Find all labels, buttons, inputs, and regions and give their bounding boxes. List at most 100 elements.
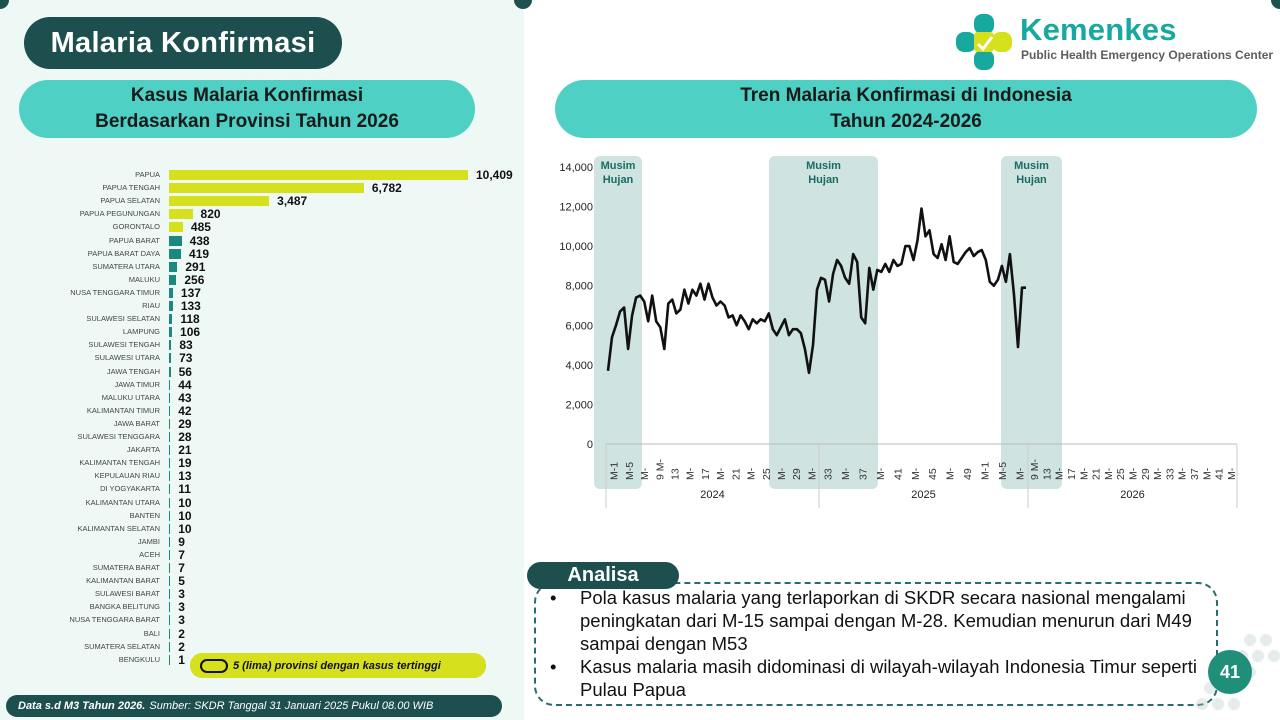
line-chart-title: Tren Malaria Konfirmasi di Indonesia Tah… xyxy=(555,80,1257,138)
province-value-label: 1 xyxy=(178,652,185,667)
province-bar xyxy=(169,353,172,364)
province-label: JAWA TIMUR xyxy=(114,379,160,389)
province-value-label: 10 xyxy=(178,521,192,536)
province-bar xyxy=(169,274,177,285)
province-value-label: 6,782 xyxy=(371,181,402,196)
province-value-label: 291 xyxy=(185,259,206,274)
province-label: PAPUA PEGUNUNGAN xyxy=(79,209,160,219)
province-bar xyxy=(169,248,182,259)
province-value-label: 44 xyxy=(178,377,192,392)
province-value-label: 7 xyxy=(178,561,185,575)
province-bar xyxy=(169,589,171,600)
province-value-label: 29 xyxy=(178,416,192,431)
province-label: KALIMANTAN BARAT xyxy=(86,576,160,586)
province-value-label: 13 xyxy=(178,469,192,484)
analisa-item-text: Kasus malaria masih didominasi di wilaya… xyxy=(580,656,1197,700)
y-tick-label: 12,000 xyxy=(559,202,593,214)
province-bar xyxy=(169,287,173,298)
province-label: NUSA TENGGARA TIMUR xyxy=(70,287,160,297)
province-value-label: 11 xyxy=(178,482,191,497)
province-label: BANGKA BELITUNG xyxy=(89,602,160,612)
kemenkes-logo: Kemenkes Public Health Emergency Operati… xyxy=(952,10,1274,74)
x-tick-label: M-1 xyxy=(609,462,621,480)
province-label: BENGKULU xyxy=(118,654,160,664)
y-tick-label: 8,000 xyxy=(565,281,593,293)
province-bar xyxy=(169,261,178,272)
province-value-label: 2 xyxy=(178,626,185,641)
year-label: 2025 xyxy=(911,489,935,501)
province-value-label: 43 xyxy=(178,390,192,405)
province-label: SULAWESI UTARA xyxy=(94,353,160,363)
province-label: PAPUA SELATAN xyxy=(100,196,160,206)
page-title: Malaria Konfirmasi xyxy=(24,17,342,69)
y-tick-label: 14,000 xyxy=(559,162,593,174)
bar-chart-title-line1: Kasus Malaria Konfirmasi xyxy=(130,85,364,106)
province-label: SULAWESI TENGGARA xyxy=(77,432,160,441)
province-label: SULAWESI SELATAN xyxy=(86,314,160,324)
bullet: • xyxy=(550,656,557,677)
province-bar xyxy=(169,576,171,587)
season-label: Musim xyxy=(601,160,636,172)
province-bar xyxy=(169,536,171,547)
province-value-label: 5 xyxy=(178,574,185,589)
x-tick-label: 41 xyxy=(1214,468,1226,480)
province-label: PAPUA xyxy=(135,170,160,179)
x-tick-label: 41 xyxy=(892,468,904,480)
x-tick-label: M- xyxy=(1128,467,1140,480)
province-bar xyxy=(169,549,171,560)
province-bar xyxy=(169,418,171,429)
province-bar xyxy=(169,445,171,456)
footer-data-note: Data s.d M3 Tahun 2026. xyxy=(18,700,146,712)
x-tick-label: M- xyxy=(1226,467,1238,480)
x-tick-label: M- xyxy=(1078,467,1090,480)
province-value-label: 419 xyxy=(189,246,210,261)
analisa-label: Analisa xyxy=(527,562,679,589)
province-value-label: 106 xyxy=(180,325,201,340)
province-bar xyxy=(169,327,173,338)
x-tick-label: 9 M- xyxy=(654,458,666,480)
page-number: 41 xyxy=(1208,650,1252,694)
province-value-label: 7 xyxy=(178,547,185,562)
province-bar xyxy=(169,432,171,442)
x-tick-label: M- xyxy=(1201,467,1213,480)
province-label: SUMATERA SELATAN xyxy=(84,641,160,651)
x-tick-label: M-5 xyxy=(997,462,1009,480)
x-tick-label: M- xyxy=(1014,467,1026,480)
province-label: SULAWESI BARAT xyxy=(94,589,160,599)
province-value-label: 73 xyxy=(179,351,193,366)
corner-decoration xyxy=(514,0,532,9)
season-label: Hujan xyxy=(1016,174,1047,186)
x-tick-label: M- xyxy=(776,467,788,480)
province-bar xyxy=(169,209,193,220)
highlight-note: 5 (lima) provinsi dengan kasus tertinggi xyxy=(190,653,486,678)
province-label: KALIMANTAN UTARA xyxy=(85,497,160,507)
province-label: LAMPUNG xyxy=(122,327,160,337)
kemenkes-logo-icon xyxy=(956,14,1012,70)
province-bar xyxy=(169,405,171,416)
logo-subtitle: Public Health Emergency Operations Cente… xyxy=(1021,48,1274,62)
x-tick-label: M- xyxy=(945,467,957,480)
season-band xyxy=(769,156,878,489)
province-value-label: 3 xyxy=(178,600,185,615)
province-bar xyxy=(169,183,364,194)
province-value-label: 485 xyxy=(190,220,211,235)
province-value-label: 10,409 xyxy=(476,168,513,182)
trend-line-chart: Musim Hujan Musim Hujan Musim Hujan 14,000 12,0… xyxy=(559,156,1238,508)
x-tick-label: M- xyxy=(715,467,727,480)
logo-name: Kemenkes xyxy=(1020,12,1177,47)
province-bar xyxy=(169,366,171,377)
line-chart-title-line1: Tren Malaria Konfirmasi di Indonesia xyxy=(740,85,1072,106)
province-bar-chart: PAPUA 10,409 PAPUA TENGAH 6,782 PAPUA SELATA… xyxy=(0,160,524,680)
province-value-label: 133 xyxy=(180,299,201,313)
province-value-label: 42 xyxy=(178,403,192,418)
season-band xyxy=(1001,156,1062,489)
bar-chart-title: Kasus Malaria Konfirmasi Berdasarkan Pro… xyxy=(19,80,475,138)
province-bar xyxy=(169,510,171,521)
province-label: JAWA TENGAH xyxy=(106,366,160,376)
province-value-label: 3 xyxy=(178,613,185,628)
x-tick-label: 17 xyxy=(700,468,712,480)
x-tick-label: 29 xyxy=(1140,468,1152,480)
footer-source: Data s.d M3 Tahun 2026. Sumber: SKDR Tan… xyxy=(6,695,502,717)
analisa-box xyxy=(534,582,1218,706)
y-tick-label: 6,000 xyxy=(565,320,593,332)
